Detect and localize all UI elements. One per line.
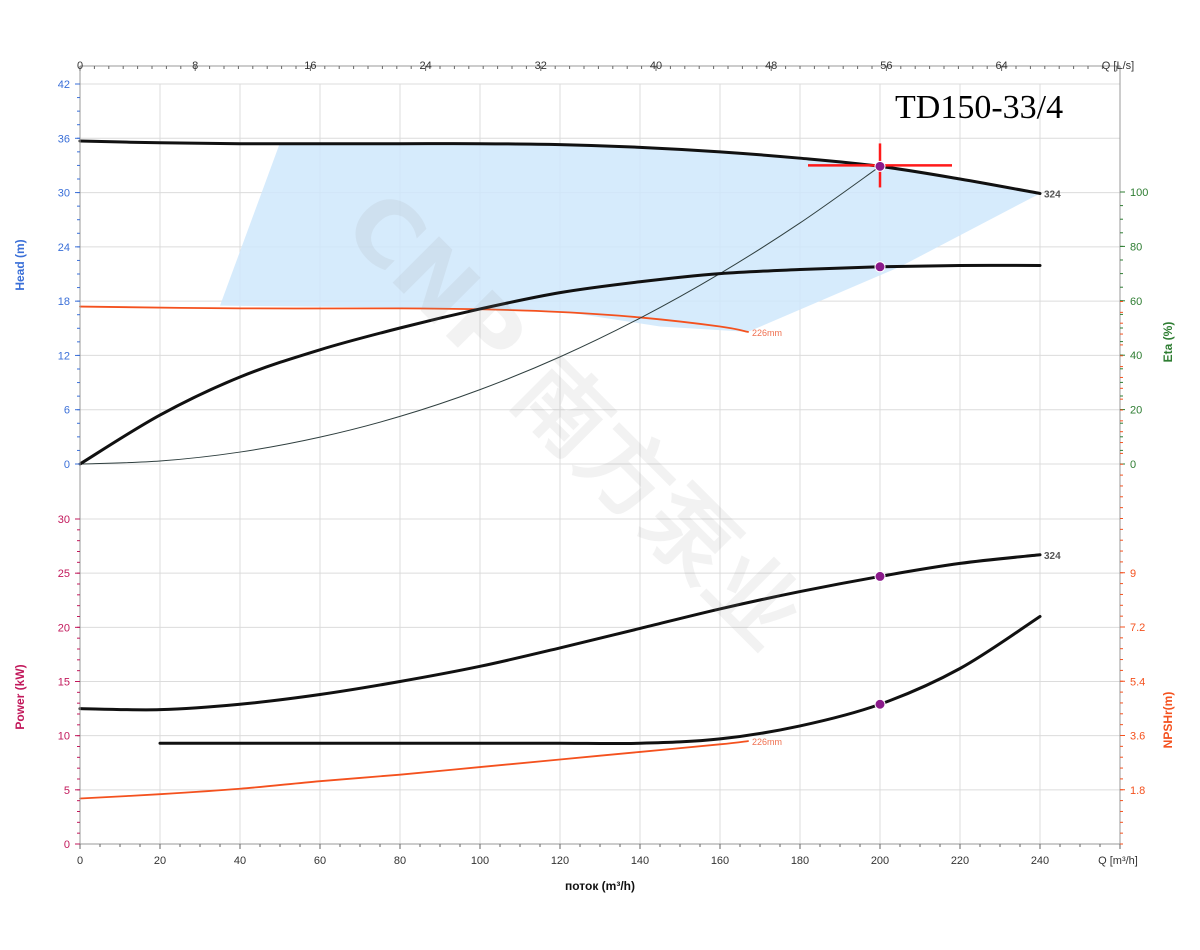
- eta-tick-label: 0: [1130, 459, 1136, 471]
- npsh-curve: [158, 615, 1042, 746]
- npsh-axis-title: NPSHr(m): [1161, 692, 1175, 749]
- system-curve: [79, 165, 881, 465]
- power-axis-title: Power (kW): [13, 664, 27, 729]
- x-tick-label: 100: [471, 855, 489, 867]
- npsh-tick-label: 5.4: [1130, 676, 1145, 688]
- power-tick-label: 10: [58, 731, 70, 743]
- head-axis-title: Head (m): [13, 239, 27, 290]
- x-tick-label: 20: [154, 855, 166, 867]
- x-tick-label: 0: [77, 855, 83, 867]
- operating-points: [808, 143, 952, 710]
- curve-label-head: 226mm: [752, 328, 782, 338]
- power-tick-label: 15: [58, 677, 70, 689]
- head-tick-label: 30: [58, 188, 70, 200]
- power-tick-label: 25: [58, 568, 70, 580]
- head-tick-label: 6: [64, 405, 70, 417]
- eta-tick-label: 60: [1130, 296, 1142, 308]
- power-tick-label: 5: [64, 785, 70, 797]
- top-tick-label: 40: [650, 60, 662, 72]
- x-tick-label: 180: [791, 855, 809, 867]
- power-curve: [79, 740, 749, 800]
- curve-label-head: 324: [1044, 189, 1061, 200]
- eta-tick-label: 100: [1130, 187, 1148, 199]
- x-tick-label: 200: [871, 855, 889, 867]
- head-tick-label: 12: [58, 350, 70, 362]
- operating-point-eta: [874, 261, 886, 273]
- operating-range: [220, 142, 1040, 332]
- curve-label-power: 226mm: [752, 737, 782, 747]
- head-tick-label: 36: [58, 133, 70, 145]
- operating-point-head: [874, 160, 886, 172]
- operating-point-npsh: [874, 698, 886, 710]
- npsh-tick-label: 1.8: [1130, 785, 1145, 797]
- x-axis-title: поток (m³/h): [565, 879, 635, 893]
- power-tick-label: 0: [64, 839, 70, 851]
- curve-label-power: 324: [1044, 551, 1061, 562]
- npsh-tick-label: 9: [1130, 568, 1136, 580]
- npsh-tick-label: 7.2: [1130, 622, 1145, 634]
- x-tick-label: 240: [1031, 855, 1049, 867]
- eta-tick-label: 40: [1130, 350, 1142, 362]
- top-tick-label: 64: [995, 60, 1007, 72]
- top-tick-label: 16: [304, 60, 316, 72]
- top-tick-label: 56: [880, 60, 892, 72]
- head-tick-label: 18: [58, 296, 70, 308]
- chart-title: TD150-33/4: [895, 89, 1063, 126]
- top-tick-label: 0: [77, 60, 83, 72]
- top-tick-label: 24: [419, 60, 431, 72]
- eta-axis-title: Eta (%): [1161, 322, 1175, 363]
- power-tick-label: 20: [58, 622, 70, 634]
- top-tick-label: 8: [192, 60, 198, 72]
- x-tick-label: 80: [394, 855, 406, 867]
- x-tick-label: 140: [631, 855, 649, 867]
- x-tick-label: 60: [314, 855, 326, 867]
- power-tick-label: 30: [58, 514, 70, 526]
- x-tick-label: 160: [711, 855, 729, 867]
- top-tick-label: 32: [535, 60, 547, 72]
- top-tick-label: 48: [765, 60, 777, 72]
- operating-range-area: [220, 142, 1040, 332]
- eta-tick-label: 20: [1130, 405, 1142, 417]
- head-tick-label: 0: [64, 459, 70, 471]
- head-tick-label: 24: [58, 242, 70, 254]
- x-tick-label: 120: [551, 855, 569, 867]
- top-unit-label: Q [L/s]: [1102, 60, 1134, 72]
- x-unit-label: Q [m³/h]: [1098, 855, 1138, 867]
- x-tick-label: 40: [234, 855, 246, 867]
- operating-point-power: [874, 570, 886, 582]
- head-tick-label: 42: [58, 79, 70, 91]
- npsh-tick-label: 3.6: [1130, 731, 1145, 743]
- labels: 324 226mm 324 226mm: [752, 189, 1061, 747]
- axis-ticks: 0 20 40 60 80 100 120 140 160 180 200 220 240 Q [m³/h…: [13, 60, 1175, 893]
- x-tick-label: 220: [951, 855, 969, 867]
- eta-tick-label: 80: [1130, 241, 1142, 253]
